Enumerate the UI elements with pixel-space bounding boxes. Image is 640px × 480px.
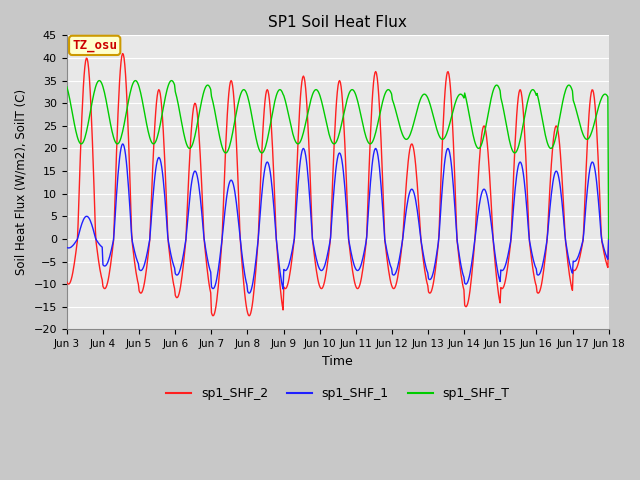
Title: SP1 Soil Heat Flux: SP1 Soil Heat Flux xyxy=(268,15,407,30)
X-axis label: Time: Time xyxy=(323,355,353,368)
Text: TZ_osu: TZ_osu xyxy=(72,39,117,52)
Legend: sp1_SHF_2, sp1_SHF_1, sp1_SHF_T: sp1_SHF_2, sp1_SHF_1, sp1_SHF_T xyxy=(161,383,515,406)
Y-axis label: Soil Heat Flux (W/m2), SoilT (C): Soil Heat Flux (W/m2), SoilT (C) xyxy=(15,89,28,276)
